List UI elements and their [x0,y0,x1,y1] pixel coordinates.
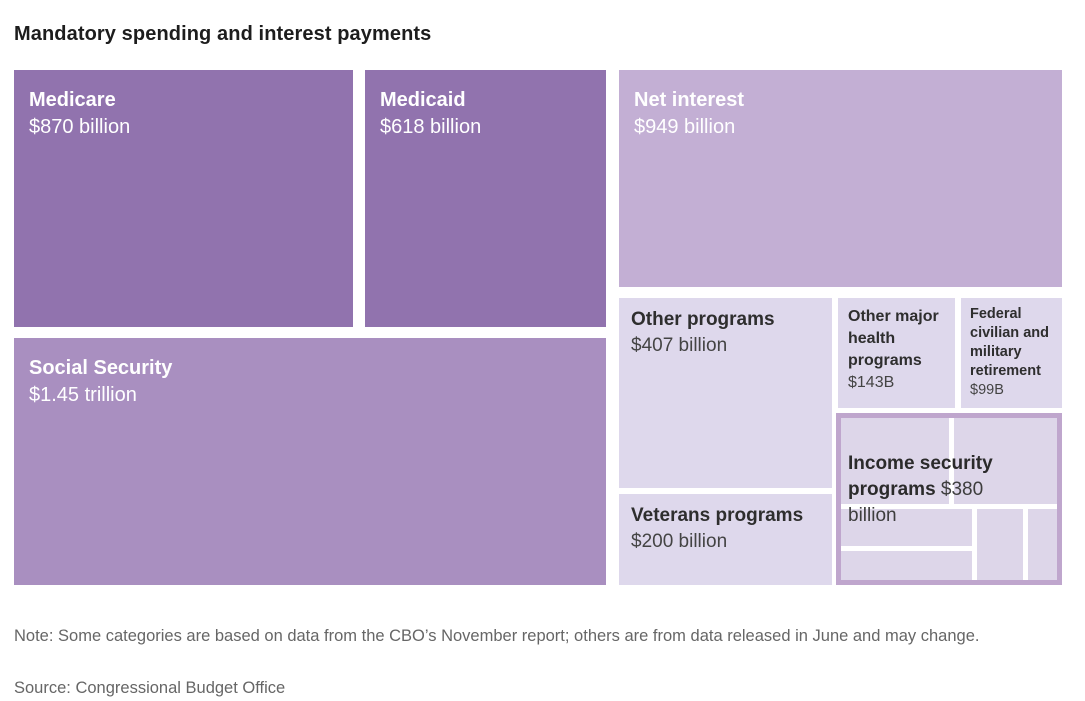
income-security-subtile [1028,509,1057,580]
tile-group-income-security[interactable]: Income security programs $380 billion [836,413,1062,585]
tile-label: Medicare [29,89,116,111]
tile-medicaid[interactable]: Medicaid $618 billion [365,70,606,327]
income-security-subtile [841,551,972,580]
income-security-subtile [977,509,1023,580]
tile-value: $143B [848,374,895,391]
income-security-label-block: Income security programs $380 billion [848,451,1026,529]
tile-medicare[interactable]: Medicare $870 billion [14,70,353,327]
tile-label: Other programs [631,309,775,330]
chart-source: Source: Congressional Budget Office [14,678,286,697]
tile-value: $949 billion [634,116,736,138]
income-security-subtile [954,418,1057,504]
tile-label: Net interest [634,89,745,111]
tile-value: $618 billion [380,116,482,138]
tile-other-major-health-programs[interactable]: Other major health programs $143B [838,298,955,408]
chart-note: Note: Some categories are based on data … [14,626,980,645]
tile-value: $99B [970,382,1004,398]
tile-label: Medicaid [380,89,466,111]
tile-value: $407 billion [631,335,728,356]
tile-value: $870 billion [29,116,131,138]
page-title: Mandatory spending and interest payments [14,23,432,46]
tile-veterans-programs[interactable]: Veterans programs $200 billion [619,494,832,585]
tile-social-security[interactable]: Social Security $1.45 trillion [14,338,606,585]
tile-value: $200 billion [631,531,728,552]
tile-other-programs[interactable]: Other programs $407 billion [619,298,832,488]
tile-net-interest[interactable]: Net interest $949 billion [619,70,1062,287]
tile-label: Other major health programs [848,308,939,369]
income-security-subtile [841,509,972,546]
tile-label: Veterans programs [631,505,804,526]
tile-value: $380 billion [848,479,984,526]
tile-value: $1.45 trillion [29,384,137,406]
treemap-chart: Medicare $870 billion Medicaid $618 bill… [14,70,1062,585]
tile-federal-civilian-military-retirement[interactable]: Federal civilian and military retirement… [961,298,1062,408]
tile-label: Social Security [29,357,173,379]
income-security-subtile [841,418,949,504]
tile-label: Income security programs [848,453,993,500]
tile-label: Federal civilian and military retirement [970,306,1049,379]
